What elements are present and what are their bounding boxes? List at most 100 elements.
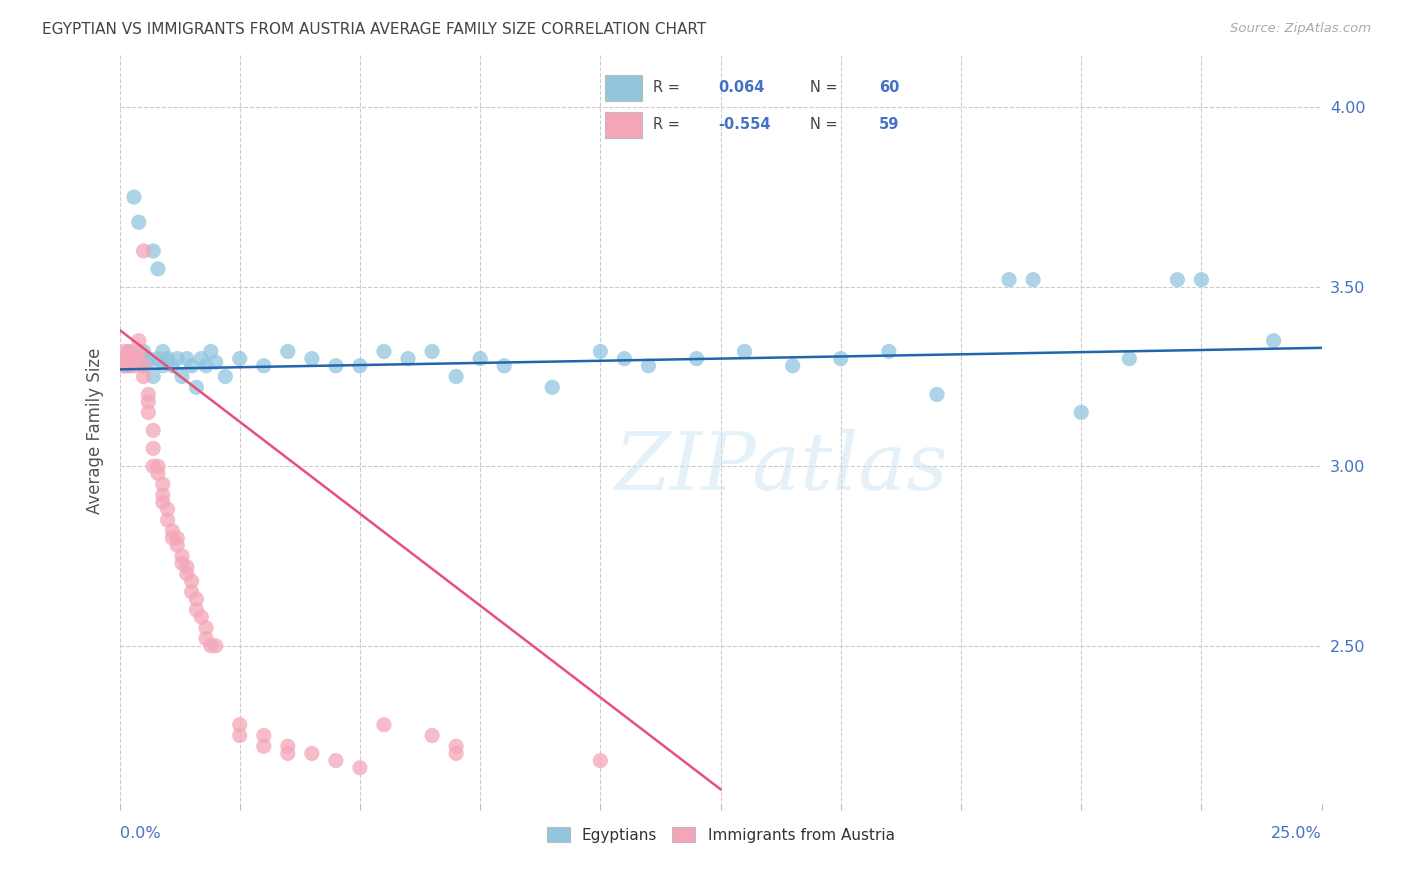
Y-axis label: Average Family Size: Average Family Size — [86, 347, 104, 514]
Point — [468, 351, 492, 366]
Text: 0.064: 0.064 — [718, 80, 765, 95]
FancyBboxPatch shape — [605, 112, 641, 137]
Point — [112, 359, 135, 373]
Point — [180, 585, 202, 599]
Point — [118, 359, 141, 373]
Point — [1118, 351, 1140, 366]
Point — [613, 351, 636, 366]
Point — [142, 369, 165, 384]
Point — [228, 729, 252, 743]
Point — [494, 359, 516, 373]
Point — [170, 556, 193, 570]
Point — [444, 369, 467, 384]
Point — [200, 639, 222, 653]
Text: 0.0%: 0.0% — [120, 826, 160, 841]
Point — [325, 754, 347, 768]
Point — [118, 344, 141, 359]
Point — [195, 632, 218, 646]
Point — [138, 394, 160, 409]
Point — [186, 592, 208, 607]
Point — [277, 344, 299, 359]
Point — [128, 351, 150, 366]
Point — [112, 344, 135, 359]
Point — [112, 351, 135, 366]
Text: Source: ZipAtlas.com: Source: ZipAtlas.com — [1230, 22, 1371, 36]
Point — [637, 359, 659, 373]
Point — [122, 190, 145, 204]
Point — [166, 351, 188, 366]
Point — [112, 359, 135, 373]
Point — [444, 739, 467, 754]
Point — [373, 344, 395, 359]
Text: 60: 60 — [879, 80, 900, 95]
Point — [998, 273, 1021, 287]
Point — [301, 351, 323, 366]
Point — [162, 359, 184, 373]
Point — [162, 531, 184, 545]
Point — [186, 380, 208, 394]
Text: R =: R = — [652, 80, 685, 95]
Text: -0.554: -0.554 — [718, 117, 770, 132]
Text: 25.0%: 25.0% — [1271, 826, 1322, 841]
Point — [830, 351, 852, 366]
Point — [349, 761, 371, 775]
Point — [301, 747, 323, 761]
Point — [166, 531, 188, 545]
Point — [142, 244, 165, 258]
Point — [170, 369, 193, 384]
Point — [190, 351, 212, 366]
Text: EGYPTIAN VS IMMIGRANTS FROM AUSTRIA AVERAGE FAMILY SIZE CORRELATION CHART: EGYPTIAN VS IMMIGRANTS FROM AUSTRIA AVER… — [42, 22, 706, 37]
Point — [200, 344, 222, 359]
Point — [138, 355, 160, 369]
Point — [156, 513, 179, 527]
Legend: Egyptians, Immigrants from Austria: Egyptians, Immigrants from Austria — [540, 821, 901, 848]
Point — [156, 351, 179, 366]
Point — [228, 717, 252, 731]
Point — [204, 639, 226, 653]
Point — [128, 215, 150, 229]
Point — [444, 747, 467, 761]
Point — [420, 344, 443, 359]
Point — [122, 359, 145, 373]
Point — [142, 442, 165, 456]
Point — [734, 344, 756, 359]
Point — [138, 405, 160, 419]
Text: N =: N = — [810, 117, 842, 132]
Point — [541, 380, 564, 394]
FancyBboxPatch shape — [605, 75, 641, 101]
Point — [589, 344, 612, 359]
Point — [349, 359, 371, 373]
Point — [146, 261, 169, 276]
Point — [253, 729, 276, 743]
Point — [204, 355, 226, 369]
Point — [146, 351, 169, 366]
Point — [162, 524, 184, 538]
Point — [132, 369, 155, 384]
Point — [112, 351, 135, 366]
Point — [396, 351, 419, 366]
Point — [685, 351, 707, 366]
Point — [176, 559, 198, 574]
Point — [138, 351, 160, 366]
Point — [118, 351, 141, 366]
Point — [180, 574, 202, 589]
Point — [152, 488, 174, 502]
Point — [877, 344, 900, 359]
Point — [195, 621, 218, 635]
Point — [118, 359, 141, 373]
Point — [152, 495, 174, 509]
Point — [589, 754, 612, 768]
Point — [1166, 273, 1188, 287]
Point — [122, 355, 145, 369]
Point — [170, 549, 193, 563]
Point — [156, 502, 179, 516]
Point — [142, 424, 165, 438]
Point — [128, 334, 150, 348]
Point — [190, 610, 212, 624]
Point — [132, 359, 155, 373]
Point — [118, 344, 141, 359]
Point — [122, 351, 145, 366]
Point — [1070, 405, 1092, 419]
Point — [128, 351, 150, 366]
Point — [132, 244, 155, 258]
